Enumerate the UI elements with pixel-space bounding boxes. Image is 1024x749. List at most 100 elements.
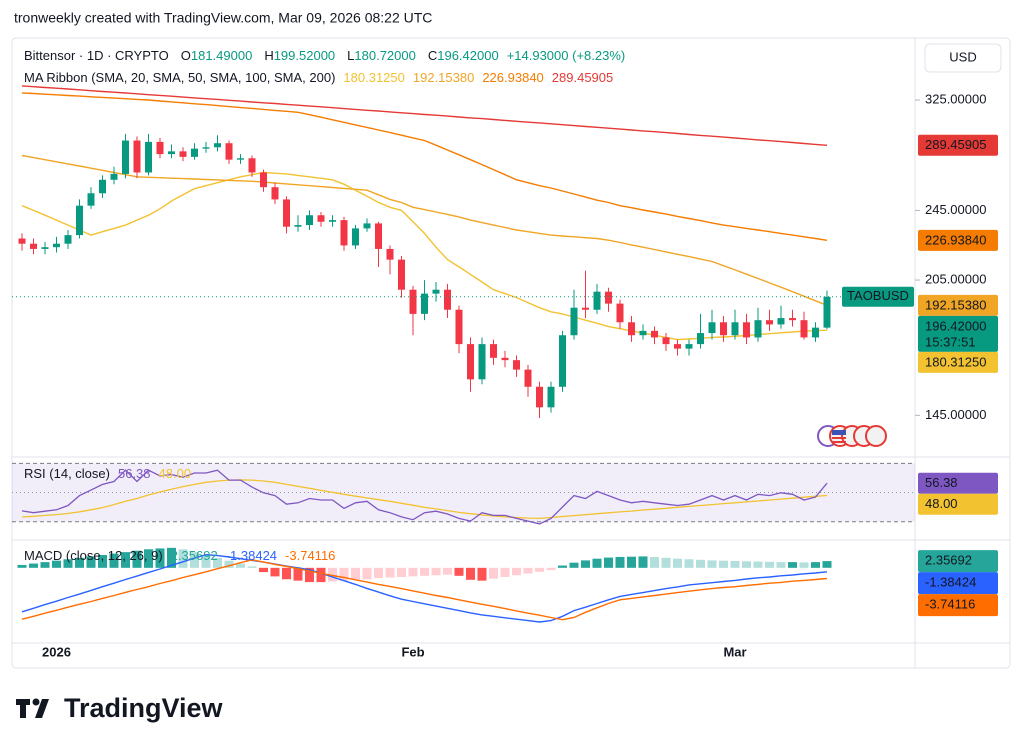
x-tick-label: Feb — [401, 644, 424, 659]
candle-body — [662, 337, 670, 345]
currency-button[interactable] — [924, 43, 1002, 73]
price-tag — [918, 351, 998, 373]
histogram-bar — [592, 558, 602, 568]
histogram-bar — [63, 559, 73, 568]
price-tag — [918, 134, 998, 156]
candle-body — [812, 327, 819, 338]
candle-body — [294, 225, 302, 227]
histogram-bar — [730, 560, 740, 568]
price-tag — [918, 550, 998, 573]
legend: RSI (14, close) 56.38 48.00 — [24, 466, 191, 481]
candle-body — [513, 360, 520, 370]
histogram-bar — [121, 552, 130, 568]
candle-body — [168, 151, 175, 155]
candle-body — [41, 247, 49, 249]
candle-body — [306, 215, 313, 226]
histogram-bar — [29, 563, 38, 568]
candle-body — [317, 215, 325, 222]
indicator-value: 226.93840 — [482, 70, 543, 85]
histogram-bar — [569, 562, 579, 568]
indicator-title: MACD (close, 12, 26, 9) — [24, 548, 163, 563]
candle-body — [674, 344, 681, 349]
candle-body — [248, 158, 256, 173]
histogram-bar — [443, 567, 452, 575]
candle-body — [122, 140, 129, 174]
histogram-bar — [397, 567, 406, 577]
moving-average — [21, 171, 828, 341]
indicator-value: -3.74116 — [285, 548, 335, 563]
y-tick-label: 205.00000 — [925, 272, 986, 287]
candle-body — [478, 344, 486, 380]
candle-body — [398, 259, 405, 290]
histogram-bar — [615, 556, 625, 568]
histogram-bar — [362, 567, 372, 580]
candle-body — [283, 199, 290, 227]
histogram-bar — [213, 557, 222, 568]
histogram-bar — [661, 557, 671, 568]
histogram-bar — [408, 567, 418, 577]
candle-body — [467, 344, 474, 380]
candle-body — [409, 289, 417, 314]
histogram-bar — [316, 567, 326, 583]
candle-body — [237, 158, 244, 160]
candle-body — [605, 291, 612, 304]
histogram-bar — [753, 561, 763, 568]
rsi-line — [21, 469, 828, 525]
currency[interactable]: USD — [949, 49, 976, 64]
price-tag-label: -3.74116 — [925, 597, 975, 612]
price-tag-label: 196.42000 — [925, 318, 986, 333]
candle-body — [524, 369, 532, 387]
histogram-bar — [799, 562, 809, 568]
candle-body — [214, 143, 221, 148]
candle-body — [133, 140, 141, 173]
candle-body — [386, 248, 394, 260]
histogram-bar — [109, 553, 119, 568]
histogram-bar — [247, 566, 257, 568]
ohlc-value: 181.49000 — [191, 48, 252, 63]
candle-body — [743, 322, 750, 338]
price-change: +14.93000 (+8.23%) — [507, 48, 626, 63]
histogram-bar — [523, 567, 533, 574]
histogram-bar — [500, 567, 510, 577]
histogram-bar — [293, 567, 303, 581]
candle-body — [145, 141, 152, 173]
moving-average — [21, 92, 828, 241]
candle-body — [685, 344, 693, 349]
x-tick-label: Mar — [723, 644, 746, 659]
indicator-value: 192.15380 — [413, 70, 474, 85]
candle-body — [547, 386, 555, 408]
candle-body — [432, 289, 440, 294]
histogram-bar — [707, 560, 717, 568]
histogram-bar — [305, 567, 314, 583]
brand-name: TradingView — [64, 693, 224, 723]
price-tag-label: 15:37:51 — [925, 334, 976, 349]
legend: Bittensor · 1D · CRYPTO O181.49000 H199.52… — [24, 48, 625, 63]
histogram-bar — [144, 549, 153, 568]
candle-body — [18, 238, 26, 244]
indicator-value: 56.38 — [118, 466, 151, 481]
histogram-bar — [270, 567, 280, 577]
symbol-tag-label: TAOBUSD — [847, 288, 909, 303]
candle-body — [99, 179, 106, 194]
candle-body — [352, 228, 359, 246]
price-tag — [918, 294, 998, 316]
histogram-bar — [788, 562, 797, 568]
price-tag-label: 2.35692 — [925, 553, 972, 568]
histogram-bar — [638, 556, 648, 568]
x-tick-label: 2026 — [42, 644, 71, 659]
candle-body — [720, 322, 727, 336]
histogram-bar — [822, 561, 832, 568]
chart-frame — [11, 37, 1011, 669]
histogram-bar — [224, 560, 234, 568]
histogram-bar — [477, 567, 487, 581]
candle-body — [536, 386, 543, 408]
candle-body — [64, 235, 72, 244]
histogram-bar — [811, 562, 820, 568]
histogram-bar — [52, 560, 61, 568]
candle-body — [490, 344, 497, 358]
price-tag-label: -1.38424 — [925, 575, 976, 590]
caption: tronweekly created with TradingView.com,… — [14, 10, 432, 26]
price-tag — [918, 594, 998, 617]
histogram-bar — [512, 567, 521, 576]
